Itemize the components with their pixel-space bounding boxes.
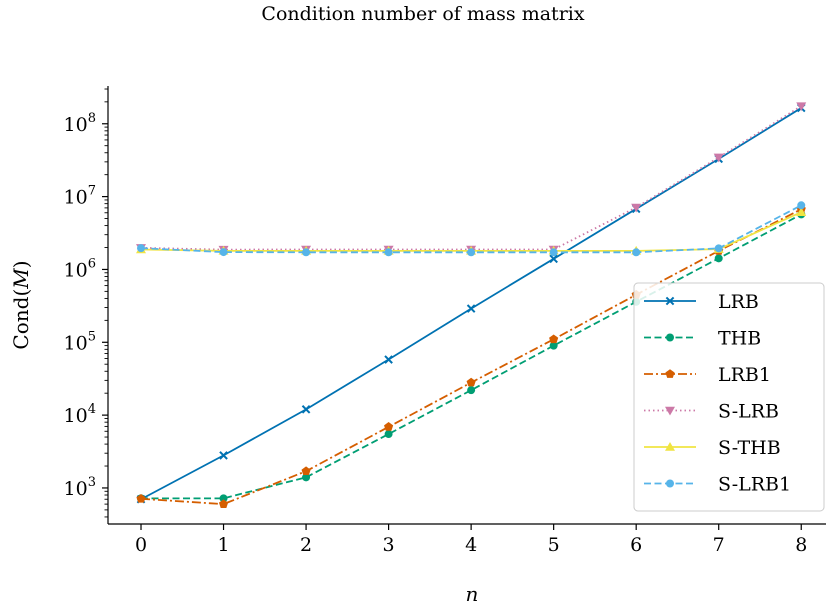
- y-tick-power: 4: [88, 402, 96, 417]
- y-tick-label: 105: [64, 329, 96, 354]
- data-point: [218, 499, 229, 508]
- legend-items: LRB THB LRB1 S-LRB S-THB S-LRB1: [644, 291, 791, 496]
- data-point: [467, 386, 476, 395]
- legend-item-s-lrb1: S-LRB1: [644, 474, 791, 496]
- y-tick-power: 3: [88, 475, 96, 490]
- legend-label: S-LRB1: [718, 474, 791, 496]
- x-tick-label: 7: [713, 534, 725, 556]
- legend-item-thb: THB: [644, 328, 761, 350]
- data-point: [549, 334, 559, 344]
- data-point: [302, 473, 311, 482]
- data-point: [467, 248, 476, 257]
- series-line: [140, 105, 802, 251]
- data-point: [714, 244, 723, 253]
- legend-label: S-LRB: [718, 401, 779, 423]
- legend-label: S-THB: [718, 437, 781, 459]
- y-tick-label: 104: [64, 402, 96, 427]
- data-point: [219, 248, 228, 257]
- series-line: [140, 204, 802, 254]
- y-tick-label: 103: [64, 475, 96, 500]
- data-point: [384, 422, 394, 431]
- data-point: [384, 248, 393, 257]
- data-point: [301, 466, 311, 476]
- x-ticks: 0 1 2 3 4 5 6 7 8: [135, 524, 807, 556]
- x-axis-label: n: [466, 582, 479, 606]
- legend-item-s-lrb: S-LRB: [644, 401, 779, 423]
- series-s-lrb: [136, 102, 807, 255]
- data-point: [631, 203, 642, 213]
- legend-marker: [665, 296, 675, 306]
- data-point: [466, 304, 476, 313]
- legend-marker: [666, 333, 674, 342]
- y-axis-label: Cond(M): [9, 260, 33, 349]
- y-tick-base: 10: [64, 187, 88, 209]
- y-tick-base: 10: [64, 478, 88, 500]
- data-point: [302, 248, 311, 257]
- legend-item-s-thb: S-THB: [644, 437, 781, 459]
- plot-area: [136, 102, 807, 508]
- legend-marker: [666, 479, 674, 488]
- data-point: [549, 341, 558, 350]
- y-tick-base: 10: [64, 114, 88, 136]
- x-tick-label: 3: [383, 534, 395, 556]
- data-point: [301, 405, 311, 414]
- legend-label: LRB1: [718, 364, 771, 386]
- data-point: [714, 254, 723, 263]
- series-line: [140, 211, 802, 252]
- data-point: [549, 254, 558, 264]
- x-tick-label: 8: [795, 534, 807, 556]
- x-tick-label: 0: [135, 534, 147, 556]
- data-point: [796, 102, 807, 112]
- x-tick-label: 2: [300, 534, 312, 556]
- legend-item-lrb1: LRB1: [644, 364, 771, 386]
- data-point: [713, 153, 724, 163]
- y-axis-label-var: M: [9, 268, 33, 290]
- y-tick-label: 108: [64, 111, 96, 136]
- y-tick-power: 8: [88, 111, 96, 126]
- legend-label: THB: [718, 328, 761, 350]
- y-tick-power: 5: [88, 329, 96, 344]
- data-point: [136, 493, 146, 503]
- data-point: [137, 244, 146, 253]
- y-axis-label-prefix: Cond(: [9, 289, 33, 350]
- data-point: [796, 207, 807, 216]
- data-point: [797, 201, 806, 210]
- data-point: [549, 248, 558, 257]
- x-tick-label: 1: [217, 534, 229, 556]
- y-tick-label: 106: [64, 256, 96, 281]
- series-line: [141, 213, 802, 500]
- y-tick-power: 7: [88, 184, 96, 199]
- y-tick-power: 6: [88, 256, 96, 271]
- legend-marker: [665, 442, 675, 451]
- series-s-lrb1: [137, 201, 806, 257]
- legend-label: LRB: [718, 291, 759, 313]
- data-point: [632, 248, 641, 257]
- data-point: [219, 494, 228, 503]
- legend: LRB THB LRB1 S-LRB S-THB S-LRB1: [633, 282, 825, 512]
- data-point: [466, 377, 476, 387]
- legend-marker: [665, 406, 675, 416]
- y-tick-base: 10: [64, 405, 88, 427]
- data-point: [384, 355, 393, 364]
- legend-item-lrb: LRB: [644, 291, 759, 313]
- legend-frame: [633, 282, 825, 512]
- series-s-thb: [136, 207, 807, 255]
- y-tick-label: 107: [64, 184, 96, 209]
- legend-marker: [665, 369, 675, 378]
- x-tick-label: 4: [465, 534, 477, 556]
- y-tick-base: 10: [64, 259, 88, 281]
- y-tick-base: 10: [64, 332, 88, 354]
- data-point: [219, 451, 228, 460]
- chart-title: Condition number of mass matrix: [261, 3, 584, 25]
- x-tick-label: 6: [630, 534, 642, 556]
- x-tick-label: 5: [548, 534, 560, 556]
- data-point: [384, 430, 393, 439]
- y-axis-label-suffix: ): [9, 260, 33, 268]
